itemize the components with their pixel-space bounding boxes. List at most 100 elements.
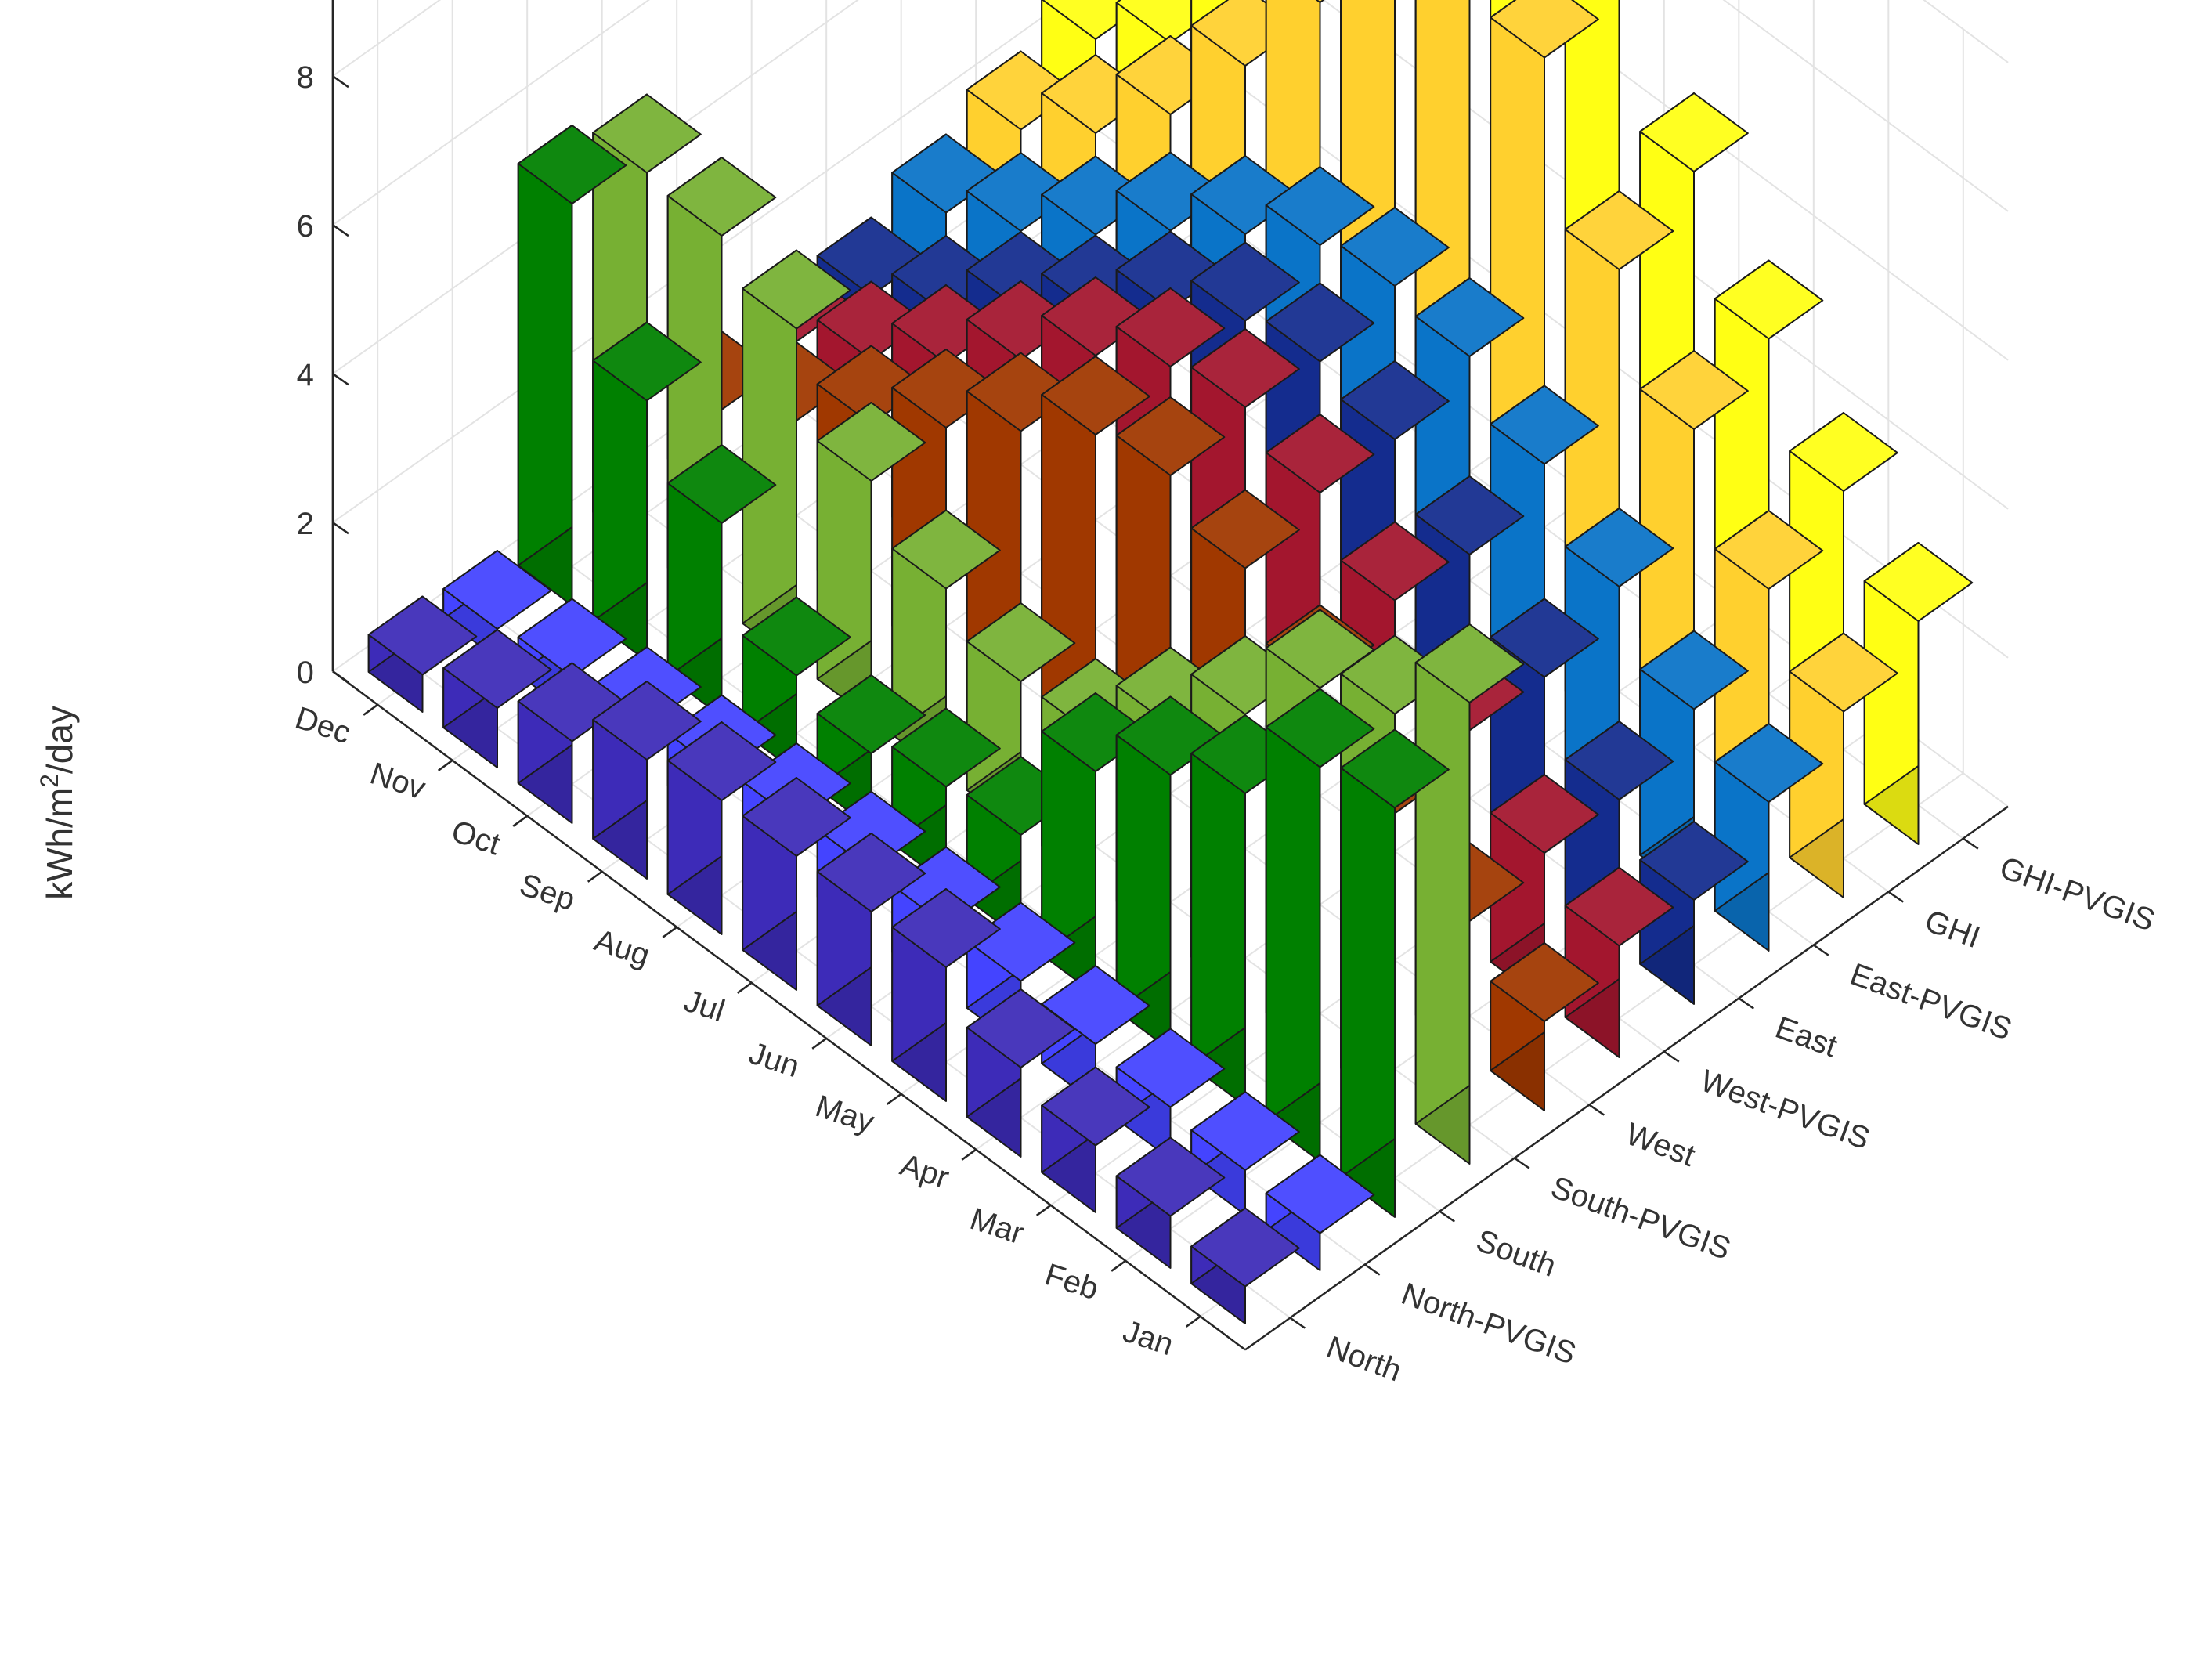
bar-top: [517, 125, 627, 204]
bar-top: [1639, 350, 1749, 430]
month-tick-label: Jul: [680, 984, 728, 1029]
bar-top: [1490, 774, 1599, 854]
bar-top: [966, 901, 1076, 982]
bar-south-sep: [742, 596, 851, 773]
month-tick: [886, 1093, 902, 1105]
bar-south-may: [1041, 692, 1150, 995]
month-tick: [961, 1148, 977, 1161]
bar-ghi-jan: [1789, 632, 1898, 898]
bar-north-nov: [442, 629, 552, 768]
bar-top: [592, 93, 702, 174]
bar-top: [1115, 396, 1226, 476]
bar-top: [1265, 1154, 1375, 1234]
bar-top: [1265, 414, 1375, 493]
bar-top: [1115, 287, 1226, 367]
bar-top: [1714, 723, 1824, 803]
month-tick: [1111, 1259, 1126, 1272]
bar-top: [1490, 385, 1599, 465]
bar-top: [1340, 521, 1450, 602]
bar-top: [742, 249, 851, 330]
bar-top: [592, 321, 702, 402]
bar-top: [1490, 942, 1599, 1022]
z-tick-label: 8: [297, 60, 314, 95]
bar-top: [1190, 241, 1300, 322]
bar-top: [1340, 360, 1450, 440]
bar-north-mar: [1041, 1066, 1150, 1213]
z-tick: [332, 373, 349, 386]
bar-top: [1315, 0, 1325, 3]
series-tick: [1439, 1210, 1456, 1223]
bar-top: [816, 674, 926, 754]
bar-south-apr: [1115, 695, 1226, 1051]
z-tick-label: 0: [297, 656, 314, 690]
bar-top: [816, 402, 926, 482]
month-tick-label: May: [811, 1089, 878, 1140]
bar-top: [742, 777, 851, 857]
series-tick: [1588, 1104, 1605, 1116]
month-tick: [1185, 1315, 1201, 1328]
bar-top: [1639, 821, 1749, 901]
bar-top: [966, 602, 1076, 682]
month-tick: [363, 703, 378, 716]
series-tick-label: South-PVGIS: [1547, 1170, 1735, 1266]
bar-south-jul: [891, 707, 1001, 884]
bar-west-jan: [1490, 942, 1599, 1111]
series-tick-label: West-PVGIS: [1696, 1064, 1874, 1157]
bar-top: [1564, 721, 1674, 800]
bar-top: [1190, 1207, 1300, 1288]
month-tick-label: Dec: [291, 701, 355, 751]
bar-top: [1190, 1091, 1300, 1171]
bar-top: [1340, 728, 1450, 809]
bar-north-dec: [367, 595, 478, 713]
series-tick: [1364, 1263, 1381, 1276]
bar-north-jan: [1190, 1207, 1300, 1324]
bar-south-pvgis-oct: [742, 249, 851, 664]
bar-top: [1564, 866, 1674, 947]
month-tick-label: Oct: [447, 814, 504, 862]
bar-top: [666, 444, 777, 524]
month-tick-label: Jan: [1119, 1314, 1178, 1363]
bar-top: [1414, 475, 1525, 555]
bar-south-dec: [517, 125, 627, 606]
series-tick: [1663, 1050, 1680, 1063]
series-tick-label: North-PVGIS: [1397, 1277, 1580, 1371]
month-tick-label: Jun: [745, 1036, 804, 1085]
bar-top: [1639, 630, 1749, 710]
bar-north-apr: [966, 988, 1076, 1158]
month-tick: [1035, 1204, 1052, 1216]
bar-top: [1490, 0, 1599, 59]
bar-top: [1414, 277, 1525, 357]
bar-top: [1789, 412, 1898, 492]
bar-south-feb: [1265, 688, 1375, 1162]
bar-north-aug: [666, 721, 777, 935]
bar-top: [367, 595, 478, 676]
month-tick: [587, 870, 603, 883]
series-axis-line: [1244, 805, 2009, 1351]
bar-north-jul: [742, 777, 851, 991]
bar-north-sep: [592, 681, 702, 880]
bar-top: [1115, 1136, 1226, 1217]
bar-top: [442, 550, 552, 630]
month-tick-label: Sep: [515, 868, 579, 918]
bar-face: [1414, 623, 1471, 1125]
series-tick-label: South: [1472, 1223, 1560, 1284]
axes: [331, 0, 2009, 1351]
bar-top: [1340, 207, 1450, 287]
month-tick-label: Aug: [590, 923, 654, 974]
bar-top: [1490, 598, 1599, 678]
bar-north-feb: [1115, 1136, 1226, 1269]
series-tick: [1738, 997, 1755, 1010]
bar-top: [1564, 190, 1674, 270]
series-tick-label: North: [1322, 1330, 1406, 1389]
bar-top: [1265, 688, 1375, 768]
month-axis-line: [332, 670, 1246, 1351]
bars: [367, 0, 1974, 1324]
bar-top: [1190, 489, 1300, 569]
bar-top: [816, 833, 926, 912]
bar-top: [517, 598, 627, 678]
bar-east-pvgis-jan: [1714, 723, 1824, 952]
bar-top: [1564, 508, 1674, 587]
bar-south-jan: [1340, 728, 1450, 1218]
z-tick-label: 6: [297, 209, 314, 244]
